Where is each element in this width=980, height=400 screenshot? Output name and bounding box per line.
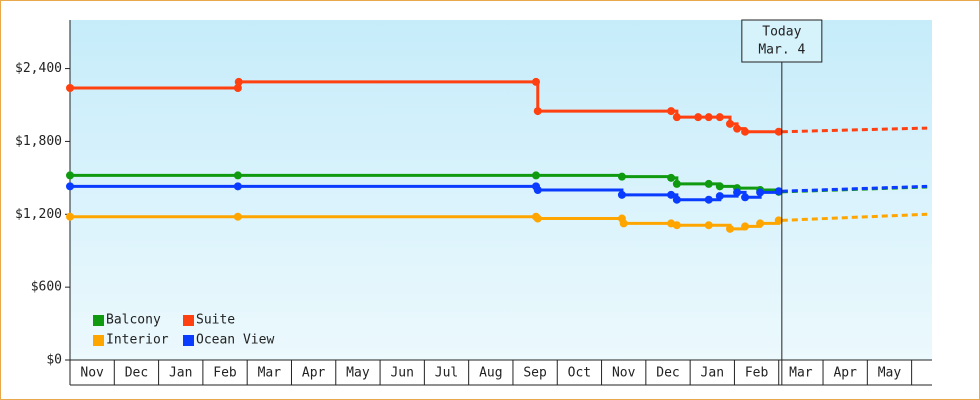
y-tick-label: $0 [46, 353, 62, 368]
data-point [233, 212, 242, 221]
data-point [531, 77, 540, 86]
x-tick-label: Dec [125, 366, 148, 381]
x-tick-label: Mar [789, 366, 813, 381]
forecast-line [781, 184, 928, 193]
data-point [733, 124, 742, 133]
legend-label: Balcony [106, 313, 161, 328]
x-tick-label: May [878, 366, 902, 381]
data-point [672, 195, 681, 204]
data-point [704, 179, 713, 188]
data-point [66, 212, 74, 221]
series-layer [66, 77, 928, 233]
data-point [672, 113, 681, 122]
today-title: Today [762, 25, 801, 40]
y-tick-label: $600 [31, 280, 62, 295]
x-tick-label: Aug [479, 366, 502, 381]
data-point [667, 190, 676, 199]
legend-label: Ocean View [196, 333, 274, 348]
legend-swatch [93, 315, 104, 326]
y-tick-label: $1,800 [15, 134, 62, 149]
data-point [715, 182, 724, 191]
data-point [233, 182, 242, 191]
legend-swatch [183, 315, 194, 326]
data-point [756, 219, 765, 228]
forecast-line [781, 212, 928, 222]
data-point [234, 77, 243, 86]
data-point [741, 222, 750, 231]
data-point [667, 107, 676, 116]
x-tick-label: Jul [435, 366, 458, 381]
today-box [741, 19, 823, 63]
data-point [726, 224, 735, 233]
x-tick-label: Nov [80, 366, 104, 381]
data-point [741, 127, 750, 136]
data-point [531, 171, 540, 180]
x-tick-label: Jun [390, 366, 413, 381]
x-tick-label: Apr [833, 366, 857, 381]
data-point [774, 127, 783, 136]
x-tick-label: Jan [169, 366, 192, 381]
legend-label: Suite [196, 313, 235, 328]
legend-label: Interior [106, 333, 169, 348]
x-tick-label: May [346, 366, 370, 381]
y-tick-label: $1,200 [15, 207, 62, 222]
data-point [619, 219, 628, 228]
data-point [533, 186, 542, 194]
today-label: Mar. 4 [758, 43, 805, 58]
data-point [667, 173, 676, 182]
legend-swatch [93, 335, 104, 346]
data-point [715, 192, 724, 201]
data-point [672, 179, 681, 188]
x-tick-label: Mar [258, 366, 282, 381]
x-tick-label: Apr [302, 366, 326, 381]
data-point [741, 193, 750, 202]
data-point [704, 195, 713, 204]
data-point [756, 188, 765, 197]
x-tick-label: Sep [523, 366, 547, 381]
data-point [672, 221, 681, 230]
data-point [694, 113, 703, 122]
x-tick-label: Feb [213, 366, 237, 381]
y-tick-label: $2,400 [15, 61, 62, 76]
data-point [66, 171, 74, 180]
data-point [774, 187, 783, 196]
data-point [704, 113, 713, 122]
x-tick-label: Oct [568, 366, 591, 381]
plot-area [70, 20, 932, 360]
forecast-line [781, 126, 928, 134]
data-point [733, 188, 742, 197]
x-tick-label: Nov [612, 366, 636, 381]
data-point [533, 107, 542, 116]
x-tick-label: Feb [745, 366, 769, 381]
x-tick-label: Dec [656, 366, 679, 381]
data-point [233, 171, 242, 180]
data-point [774, 216, 783, 225]
data-point [233, 84, 242, 92]
data-point [726, 119, 735, 128]
data-point [617, 190, 626, 199]
data-point [66, 182, 74, 191]
data-point [715, 113, 724, 122]
data-point [66, 84, 74, 92]
x-tick-label: Jan [701, 366, 724, 381]
data-point [617, 172, 626, 181]
legend-swatch [183, 335, 194, 346]
data-point [704, 221, 713, 230]
data-point [533, 214, 542, 223]
